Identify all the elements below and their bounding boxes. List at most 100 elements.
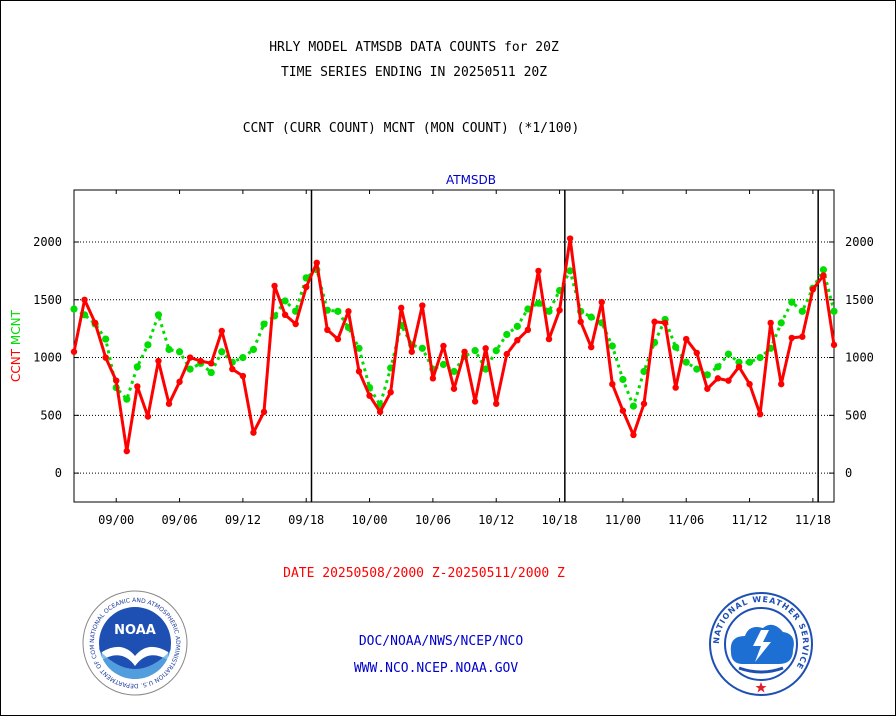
- chart-title-line1: HRLY MODEL ATMSDB DATA COUNTS for 20Z: [269, 40, 559, 55]
- data-point-ccnt: [503, 350, 510, 358]
- data-point-mcnt: [513, 322, 521, 330]
- data-point-mcnt: [693, 365, 701, 373]
- data-point-ccnt: [144, 413, 152, 420]
- data-point-mcnt: [587, 313, 595, 321]
- data-point-mcnt: [439, 360, 448, 369]
- x-tick-label: 11/06: [668, 513, 704, 527]
- data-point-ccnt: [598, 298, 605, 306]
- data-point-ccnt: [271, 282, 278, 290]
- data-point-ccnt: [229, 365, 236, 373]
- data-point-ccnt: [704, 385, 711, 392]
- data-point-ccnt: [609, 380, 616, 388]
- y-tick-label-left: 1000: [33, 351, 62, 365]
- data-point-ccnt: [303, 283, 310, 291]
- data-point-mcnt: [154, 311, 163, 319]
- x-tick-label: 11/12: [731, 513, 767, 527]
- data-point-mcnt: [608, 342, 616, 350]
- data-point-ccnt: [767, 319, 774, 327]
- data-point-ccnt: [218, 327, 225, 335]
- data-point-mcnt: [492, 347, 500, 355]
- data-point-mcnt: [418, 344, 426, 352]
- data-point-mcnt: [629, 402, 638, 410]
- data-point-ccnt: [197, 357, 204, 365]
- data-point-mcnt: [482, 365, 490, 373]
- data-point-mcnt: [819, 266, 828, 274]
- data-point-ccnt: [165, 400, 173, 407]
- data-point-ccnt: [186, 354, 194, 361]
- x-tick-label: 11/00: [605, 513, 641, 527]
- y-tick-label-left: 2000: [33, 235, 62, 249]
- y-axis-label-ccnt: CCNT: [9, 345, 23, 382]
- data-point-ccnt: [419, 302, 426, 309]
- data-point-ccnt: [820, 272, 827, 279]
- data-point-mcnt: [534, 299, 543, 307]
- data-point-ccnt: [746, 380, 753, 388]
- data-point-ccnt: [176, 378, 183, 386]
- data-point-ccnt: [91, 319, 99, 327]
- plot-title: ATMSDB: [446, 173, 496, 187]
- data-point-ccnt: [366, 392, 373, 399]
- x-tick-label: 09/18: [288, 513, 324, 527]
- data-point-ccnt: [566, 235, 574, 242]
- data-point-mcnt: [640, 367, 648, 376]
- data-point-ccnt: [683, 335, 690, 343]
- data-point-ccnt: [788, 334, 795, 342]
- data-point-mcnt: [249, 345, 258, 354]
- data-point-mcnt: [355, 344, 363, 352]
- data-point-mcnt: [566, 267, 574, 275]
- data-point-ccnt: [398, 304, 405, 312]
- data-point-mcnt: [545, 307, 553, 315]
- data-point-ccnt: [81, 296, 88, 303]
- data-point-mcnt: [260, 320, 268, 328]
- data-point-ccnt: [355, 368, 363, 375]
- x-tick-label: 10/00: [351, 513, 387, 527]
- data-point-ccnt: [482, 345, 489, 352]
- data-point-ccnt: [651, 318, 658, 325]
- data-point-ccnt: [134, 383, 141, 390]
- data-point-mcnt: [682, 358, 690, 366]
- data-point-mcnt: [524, 305, 532, 313]
- data-point-ccnt: [155, 357, 162, 365]
- data-point-mcnt: [471, 347, 479, 355]
- data-point-mcnt: [788, 298, 796, 306]
- data-point-ccnt: [123, 447, 130, 455]
- data-point-ccnt: [440, 342, 447, 350]
- noaa-logo: NOAA NATIONAL OCEANIC AND ATMOSPHERIC AD…: [82, 590, 188, 696]
- data-point-ccnt: [239, 372, 247, 380]
- data-point-ccnt: [830, 341, 838, 349]
- data-point-ccnt: [376, 408, 384, 416]
- x-tick-label: 11/18: [795, 513, 831, 527]
- data-point-ccnt: [524, 326, 532, 334]
- data-point-ccnt: [672, 384, 679, 391]
- data-point-ccnt: [450, 385, 458, 392]
- data-point-ccnt: [408, 348, 415, 355]
- date-range-label: DATE 20250508/2000 Z-20250511/2000 Z: [283, 566, 565, 581]
- data-point-ccnt: [324, 326, 331, 334]
- data-point-ccnt: [514, 337, 521, 344]
- data-point-mcnt: [672, 343, 680, 351]
- data-point-mcnt: [503, 330, 511, 339]
- data-point-ccnt: [735, 363, 743, 370]
- data-point-ccnt: [471, 398, 479, 405]
- data-point-mcnt: [334, 307, 342, 315]
- data-point-mcnt: [735, 358, 743, 366]
- nws-logo: NATIONAL WEATHER SERVICE: [709, 592, 813, 696]
- footer-url-line[interactable]: WWW.NCO.NCEP.NOAA.GOV: [353, 661, 519, 676]
- data-point-mcnt: [165, 345, 173, 354]
- data-point-mcnt: [207, 368, 215, 377]
- data-point-mcnt: [133, 363, 141, 371]
- data-point-mcnt: [745, 358, 754, 366]
- data-point-mcnt: [281, 297, 289, 305]
- data-point-mcnt: [756, 353, 764, 362]
- data-point-mcnt: [123, 395, 131, 403]
- data-point-ccnt: [313, 259, 320, 266]
- data-point-mcnt: [70, 305, 78, 313]
- data-point-mcnt: [186, 365, 194, 373]
- data-point-ccnt: [250, 429, 257, 436]
- noaa-logo-text: NOAA: [114, 623, 156, 638]
- data-point-ccnt: [429, 375, 437, 382]
- footer-org-line: DOC/NOAA/NWS/NCEP/NCO: [358, 634, 524, 649]
- y-tick-label-right: 0: [845, 466, 852, 480]
- data-point-ccnt: [70, 348, 78, 355]
